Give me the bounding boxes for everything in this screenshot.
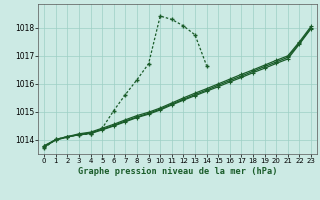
X-axis label: Graphe pression niveau de la mer (hPa): Graphe pression niveau de la mer (hPa) — [78, 167, 277, 176]
